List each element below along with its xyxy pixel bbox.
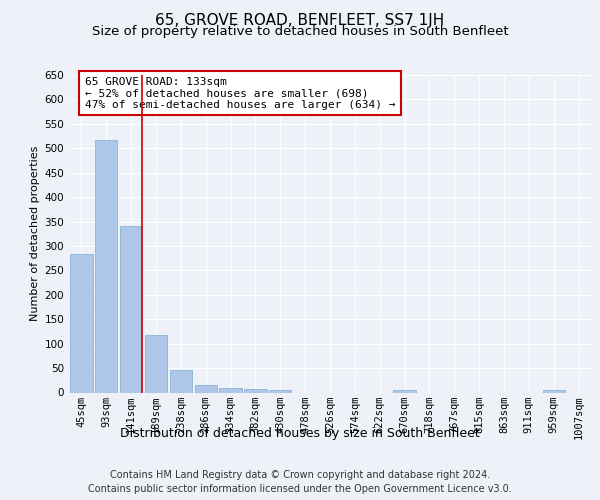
Bar [95,140,118,392]
Bar [220,388,242,392]
Bar [542,390,565,392]
Bar [145,335,167,392]
Bar [170,370,192,392]
Bar [244,389,266,392]
Bar [194,384,217,392]
Text: 65 GROVE ROAD: 133sqm
← 52% of detached houses are smaller (698)
47% of semi-det: 65 GROVE ROAD: 133sqm ← 52% of detached … [85,76,395,110]
Bar [269,390,292,392]
Text: Contains HM Land Registry data © Crown copyright and database right 2024.: Contains HM Land Registry data © Crown c… [110,470,490,480]
Text: 65, GROVE ROAD, BENFLEET, SS7 1JH: 65, GROVE ROAD, BENFLEET, SS7 1JH [155,12,445,28]
Y-axis label: Number of detached properties: Number of detached properties [30,146,40,322]
Bar [70,254,92,392]
Bar [394,390,416,392]
Bar [120,226,142,392]
Text: Size of property relative to detached houses in South Benfleet: Size of property relative to detached ho… [92,25,508,38]
Text: Distribution of detached houses by size in South Benfleet: Distribution of detached houses by size … [120,428,480,440]
Text: Contains public sector information licensed under the Open Government Licence v3: Contains public sector information licen… [88,484,512,494]
